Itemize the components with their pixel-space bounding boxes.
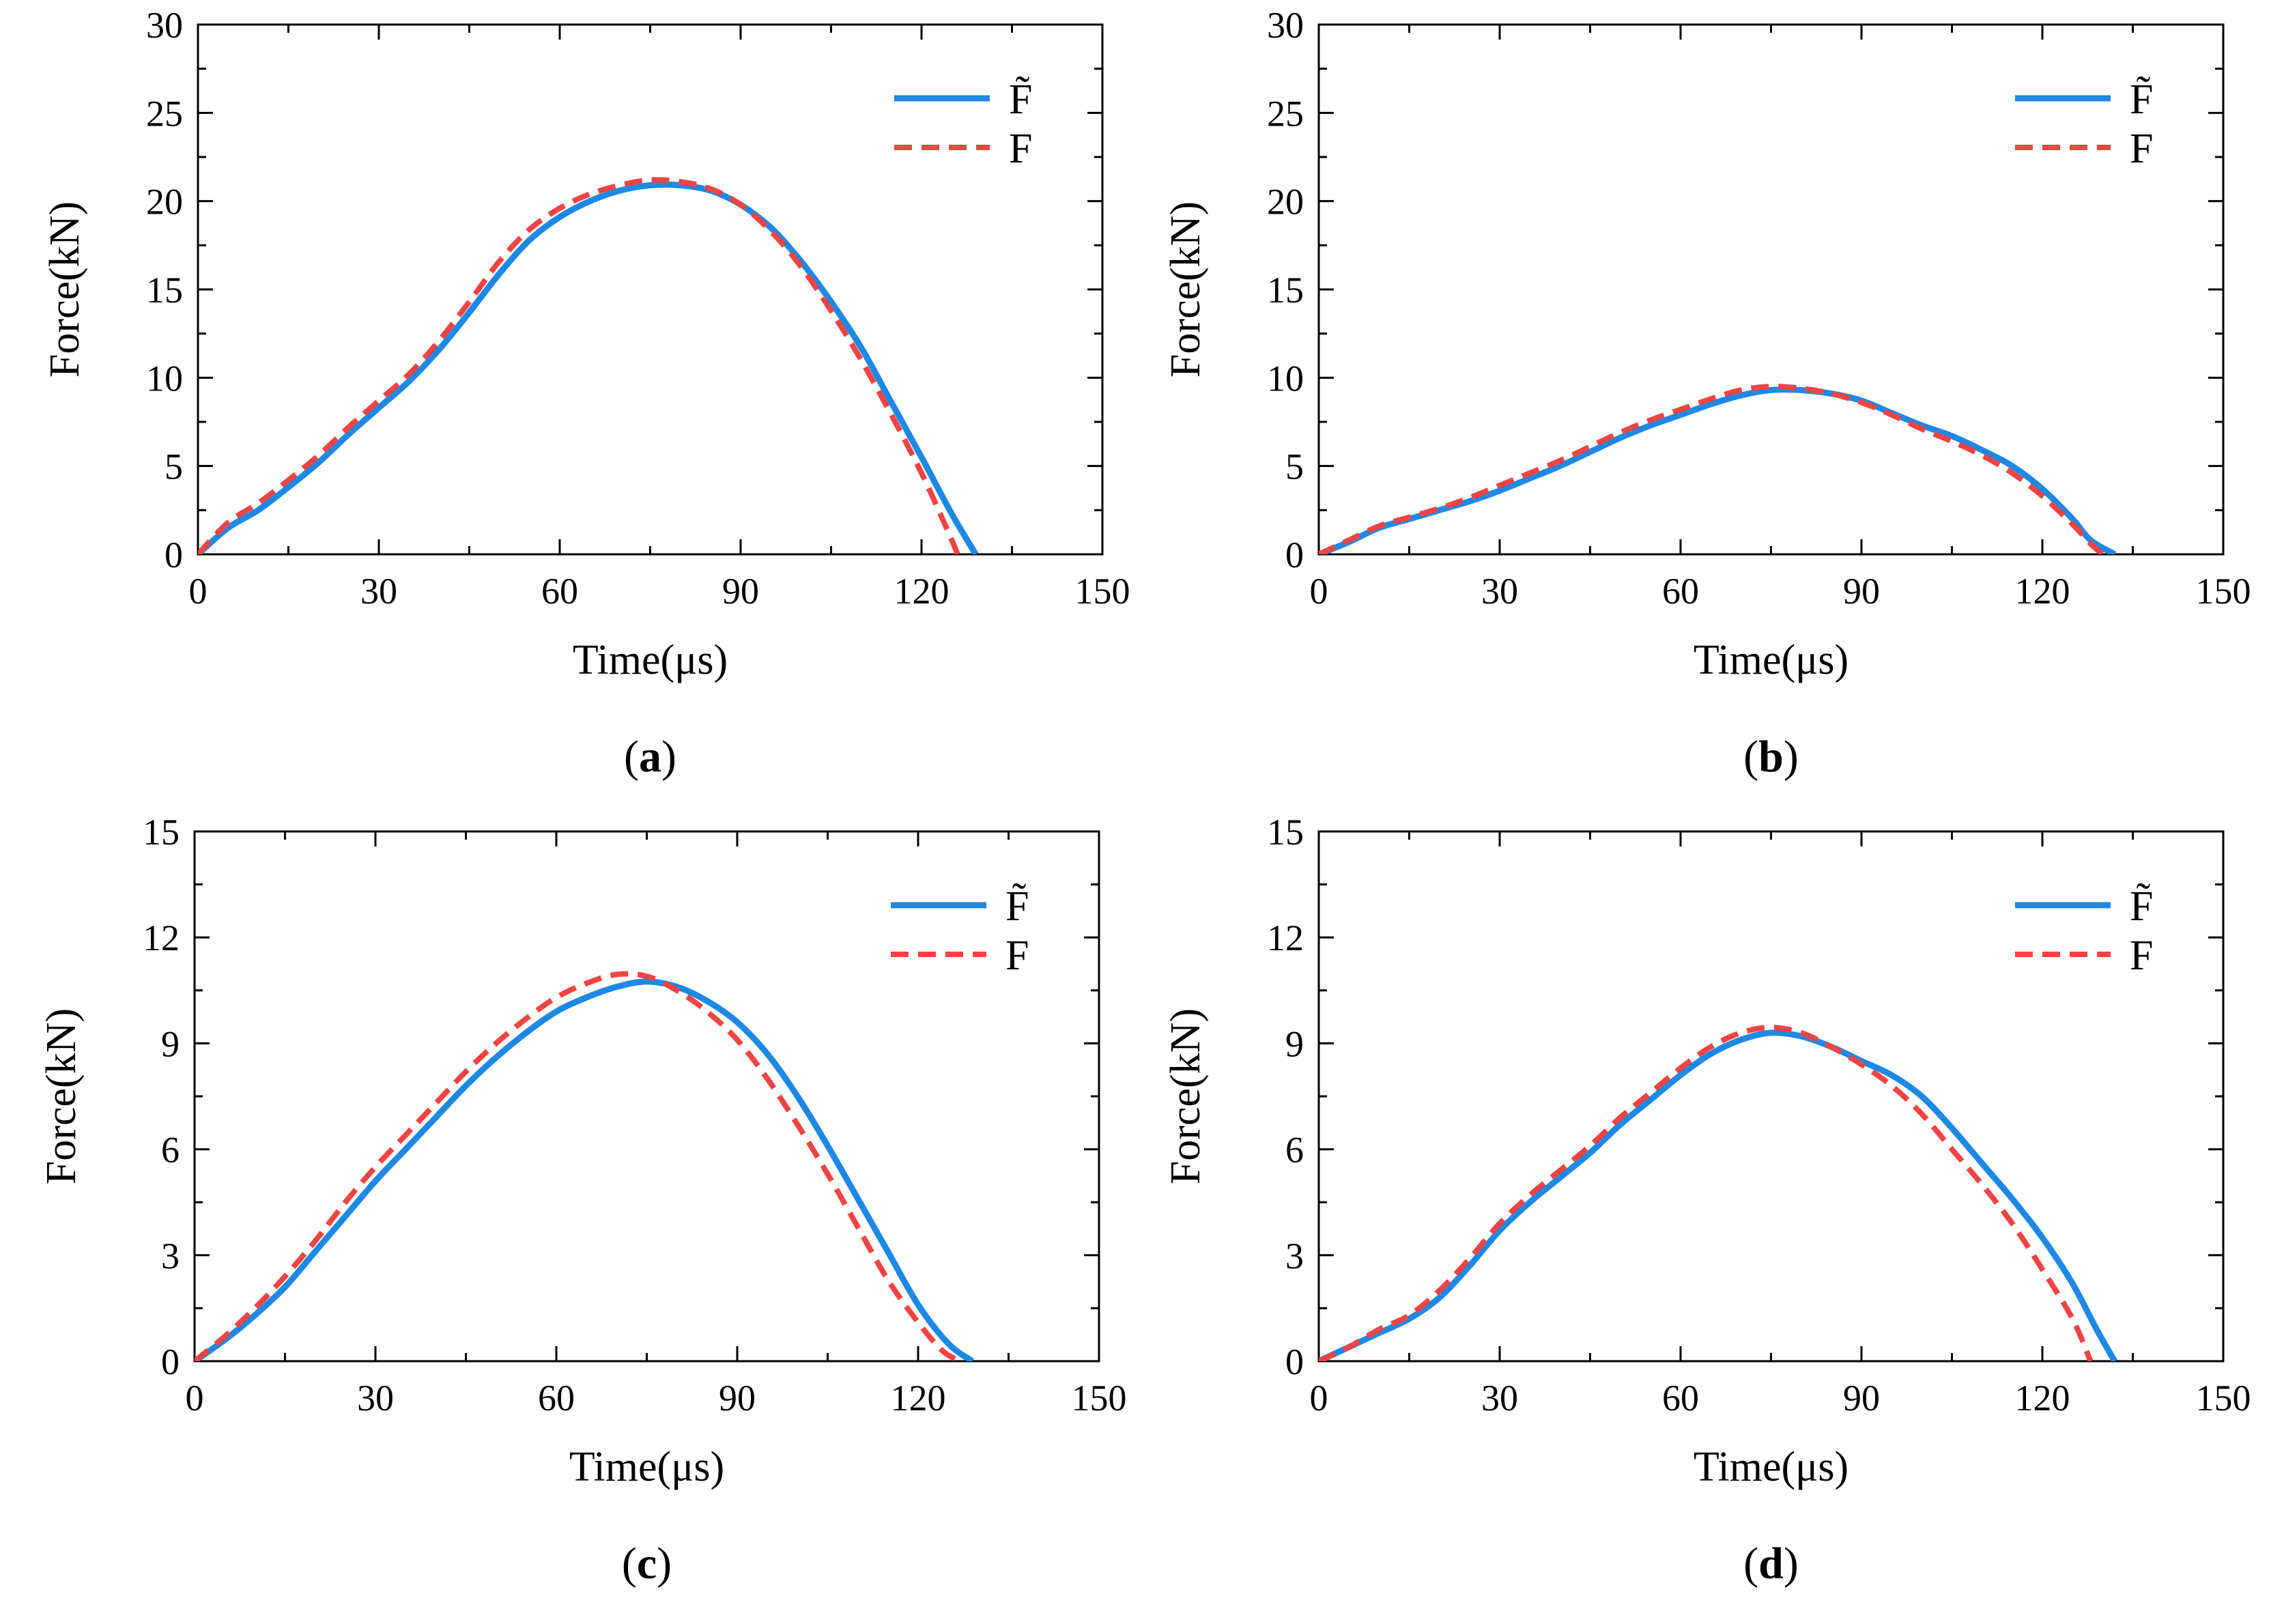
y-axis-title: Force(kN) [38, 1008, 85, 1184]
y-tick-label: 20 [1267, 182, 1304, 223]
series-f-tilde-line [198, 181, 979, 554]
y-tick-label: 6 [1285, 1130, 1304, 1171]
x-tick-label: 60 [1662, 1378, 1699, 1419]
y-tick-label: 20 [146, 182, 183, 223]
y-tick-label: 10 [1267, 358, 1304, 399]
series-f-line [1319, 1025, 2094, 1361]
panel-label: (a) [624, 732, 676, 782]
x-tick-label: 0 [186, 1378, 204, 1419]
chart-panel-c: 0 30 60 90 120 150 0 3 6 9 12 15 Time(μs) Force(kN) F̃… [38, 812, 1127, 1589]
y-tick-label: 5 [165, 446, 183, 487]
legend-label-f-tilde: F̃ [1009, 76, 1032, 123]
y-tick-label: 0 [165, 535, 183, 575]
panel-label: (c) [622, 1539, 672, 1589]
x-tick-label: 150 [1072, 1378, 1127, 1419]
series-f-line [1319, 384, 2104, 554]
x-tick-label: 0 [1310, 571, 1328, 612]
x-tick-label: 120 [894, 571, 950, 612]
panel-label: (d) [1743, 1539, 1799, 1589]
series-f-line [195, 971, 962, 1361]
plot-frame [197, 23, 1104, 556]
legend-label-f: F [2130, 932, 2153, 979]
legend-label-f-tilde: F̃ [2130, 883, 2153, 930]
chart-panel-b: 0 30 60 90 120 150 0 5 10 15 20 25 30 Time(μs) Force(k… [1162, 5, 2251, 782]
x-tick-label: 30 [357, 1378, 394, 1419]
x-tick-label: 0 [1310, 1378, 1328, 1419]
legend-label-f-tilde: F̃ [1005, 883, 1029, 930]
series-f-tilde-line [1319, 1029, 2117, 1361]
legend-label-f: F [2130, 126, 2153, 172]
x-axis-title: Time(μs) [569, 1444, 724, 1490]
y-tick-label: 0 [1285, 535, 1304, 575]
y-tick-label: 0 [1285, 1341, 1304, 1382]
x-tick-label: 150 [1075, 571, 1130, 612]
chart-panel-a: 0 30 60 90 120 150 0 5 10 15 20 25 30 Time(μs) Force(k… [42, 5, 1130, 782]
y-tick-label: 0 [161, 1341, 180, 1382]
x-tick-label: 60 [1662, 571, 1699, 612]
x-tick-label: 30 [1481, 571, 1518, 612]
y-tick-label: 3 [1285, 1236, 1304, 1277]
x-tick-label: 90 [722, 571, 759, 612]
x-tick-label: 120 [891, 1378, 946, 1419]
legend-label-f: F [1005, 932, 1029, 979]
series-f-tilde-line [1319, 386, 2117, 554]
y-tick-label: 12 [143, 917, 180, 958]
y-tick-label: 6 [161, 1130, 180, 1171]
x-tick-label: 30 [360, 571, 397, 612]
y-tick-label: 12 [1267, 917, 1304, 958]
y-tick-label: 10 [146, 358, 183, 399]
y-tick-label: 9 [161, 1023, 180, 1064]
x-axis-title: Time(μs) [573, 637, 728, 683]
y-tick-label: 15 [1267, 270, 1304, 311]
plot-frame [1317, 23, 2225, 556]
x-tick-label: 0 [189, 571, 208, 612]
series-f-line [198, 177, 960, 554]
x-tick-label: 120 [2015, 1378, 2070, 1419]
y-axis-title: Force(kN) [1162, 1008, 1209, 1184]
y-tick-label: 3 [161, 1236, 180, 1277]
y-tick-label: 15 [146, 270, 183, 311]
series-f-tilde-line [195, 978, 975, 1361]
y-axis-title: Force(kN) [1162, 201, 1209, 377]
legend-label-f: F [1009, 126, 1032, 172]
x-tick-label: 150 [2196, 571, 2251, 612]
y-tick-label: 30 [1267, 5, 1304, 46]
y-tick-label: 5 [1285, 446, 1304, 487]
y-tick-label: 15 [143, 812, 180, 853]
x-tick-label: 120 [2015, 571, 2070, 612]
y-tick-label: 15 [1267, 812, 1304, 853]
y-tick-label: 9 [1285, 1023, 1304, 1064]
y-tick-label: 25 [146, 93, 183, 134]
plot-frame [193, 830, 1100, 1363]
y-tick-label: 30 [146, 5, 183, 46]
x-axis-title: Time(μs) [1694, 1444, 1848, 1490]
legend-label-f-tilde: F̃ [2130, 76, 2153, 123]
x-tick-label: 30 [1481, 1378, 1518, 1419]
x-tick-label: 90 [719, 1378, 756, 1419]
x-tick-label: 150 [2196, 1378, 2251, 1419]
x-axis-title: Time(μs) [1694, 637, 1848, 683]
x-tick-label: 90 [1843, 571, 1880, 612]
x-tick-label: 90 [1843, 1378, 1880, 1419]
y-tick-label: 25 [1267, 93, 1304, 134]
x-tick-label: 60 [541, 571, 578, 612]
panel-label: (b) [1743, 732, 1799, 782]
x-tick-label: 60 [538, 1378, 575, 1419]
y-axis-title: Force(kN) [42, 201, 88, 377]
chart-panel-d: 0 30 60 90 120 150 0 3 6 9 12 15 Time(μs) Force(kN) F̃… [1162, 812, 2251, 1589]
